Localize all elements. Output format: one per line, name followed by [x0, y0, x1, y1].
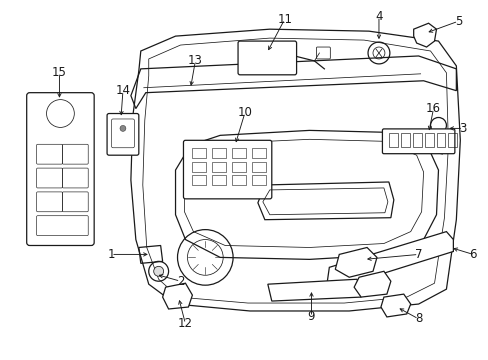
Polygon shape — [326, 231, 452, 287]
FancyBboxPatch shape — [183, 140, 271, 199]
Text: 9: 9 — [307, 310, 315, 323]
Polygon shape — [413, 23, 436, 47]
Text: 16: 16 — [425, 102, 440, 115]
Bar — [212, 148, 225, 158]
Text: 2: 2 — [176, 275, 184, 288]
Text: 1: 1 — [107, 248, 115, 261]
FancyBboxPatch shape — [27, 93, 94, 246]
Bar — [232, 162, 245, 172]
Polygon shape — [335, 247, 376, 277]
Text: 6: 6 — [468, 248, 476, 261]
Polygon shape — [257, 182, 393, 220]
Text: 14: 14 — [115, 84, 130, 97]
Bar — [192, 175, 206, 185]
Bar — [412, 133, 421, 147]
Bar — [212, 175, 225, 185]
Bar — [192, 162, 206, 172]
Text: 13: 13 — [187, 54, 203, 67]
Text: 12: 12 — [178, 318, 193, 330]
Polygon shape — [267, 279, 360, 301]
Polygon shape — [163, 283, 192, 309]
Bar — [400, 133, 409, 147]
FancyBboxPatch shape — [238, 41, 296, 75]
Text: 7: 7 — [414, 248, 422, 261]
Bar — [192, 148, 206, 158]
Text: 15: 15 — [52, 66, 67, 79]
Bar — [212, 162, 225, 172]
Bar — [232, 148, 245, 158]
Text: 10: 10 — [237, 106, 252, 119]
Circle shape — [153, 266, 163, 276]
Text: 4: 4 — [374, 10, 382, 23]
Polygon shape — [353, 271, 390, 297]
Bar — [232, 175, 245, 185]
Bar — [251, 175, 265, 185]
Text: 8: 8 — [414, 312, 422, 325]
Bar — [251, 162, 265, 172]
Text: 5: 5 — [454, 15, 461, 28]
Polygon shape — [380, 294, 410, 317]
Bar — [388, 133, 397, 147]
Bar — [251, 148, 265, 158]
Text: 3: 3 — [459, 122, 466, 135]
Circle shape — [429, 117, 446, 133]
Circle shape — [120, 125, 126, 131]
FancyBboxPatch shape — [107, 113, 139, 155]
FancyBboxPatch shape — [382, 129, 454, 154]
Bar — [424, 133, 433, 147]
Bar — [447, 133, 456, 147]
Bar — [436, 133, 445, 147]
Text: 11: 11 — [277, 13, 292, 26]
